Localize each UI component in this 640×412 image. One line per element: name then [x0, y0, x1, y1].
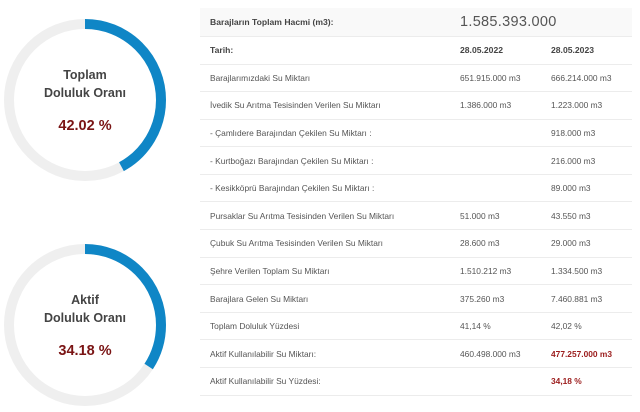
table-row: Barajlara Gelen Su Miktarı 375.260 m3 7.46… — [200, 284, 632, 313]
row-value-2023: 89.000 m3 — [541, 174, 632, 203]
row-label: Şehre Verilen Toplam Su Miktarı — [200, 257, 450, 286]
row-label: Pursaklar Su Arıtma Tesisinden Verilen S… — [200, 201, 450, 231]
gauge-title: Aktif Doluluk Oranı — [44, 291, 126, 327]
row-value-2022: 51.000 m3 — [450, 201, 541, 231]
table-row: Şehre Verilen Toplam Su Miktarı 1.510.212… — [200, 257, 632, 286]
table-row: Pursaklar Su Arıtma Tesisinden Verilen S… — [200, 201, 632, 231]
ring-arc — [4, 244, 166, 406]
row-label: Barajlarımızdaki Su Miktarı — [200, 64, 450, 93]
date-label: Tarih: — [200, 36, 450, 65]
row-value-2022: 41,14 % — [450, 312, 541, 341]
row-label: İvedik Su Arıtma Tesisinden Verilen Su M… — [200, 91, 450, 120]
row-label: Çubuk Su Arıtma Tesisinden Verilen Su Mi… — [200, 229, 450, 258]
row-value-2022 — [450, 119, 541, 148]
row-value-2023: 918.000 m3 — [541, 119, 632, 148]
table-row: - Kurtboğazı Barajından Çekilen Su Mikta… — [200, 146, 632, 175]
table-row: Toplam Doluluk Yüzdesi 41,14 % 42,02 % — [200, 312, 632, 341]
table-row: Aktif Kullanılabilir Su Miktarı: 460.498.… — [200, 339, 632, 369]
row-label: - Kesikköprü Barajından Çekilen Su Mikta… — [200, 174, 450, 203]
table-row: Aktif Kullanılabilir Su Yüzdesi: 34,18 % — [200, 367, 632, 396]
reservoir-table: Barajların Toplam Hacmi (m3): 1.585.393.… — [200, 8, 632, 396]
table-row: İvedik Su Arıtma Tesisinden Verilen Su M… — [200, 91, 632, 120]
row-value-2022: 28.600 m3 — [450, 229, 541, 258]
total-volume-label: Barajların Toplam Hacmi (m3): — [200, 8, 450, 37]
date-header-row: Tarih: 28.05.2022 28.05.2023 — [200, 36, 632, 65]
table-row: - Kesikköprü Barajından Çekilen Su Mikta… — [200, 174, 632, 203]
total-volume-value: 1.585.393.000 — [450, 8, 632, 37]
active-fill-gauge: Aktif Doluluk Oranı 34.18 % — [0, 240, 170, 410]
row-value-2023: 43.550 m3 — [541, 201, 632, 231]
row-value-2023: 29.000 m3 — [541, 229, 632, 258]
total-fill-ring — [4, 19, 166, 181]
row-value-2023: 42,02 % — [541, 312, 632, 341]
row-value-2022: 651.915.000 m3 — [450, 64, 541, 93]
row-value-2023: 666.214.000 m3 — [541, 64, 632, 93]
row-value-2022: 1.510.212 m3 — [450, 257, 541, 286]
gauge-value: 42.02 % — [58, 118, 112, 134]
row-value-2022 — [450, 146, 541, 175]
gauge-title-line1: Aktif — [71, 293, 99, 307]
row-value-2023: 7.460.881 m3 — [541, 284, 632, 313]
row-value-2023: 477.257.000 m3 — [541, 339, 632, 369]
row-label: - Kurtboğazı Barajından Çekilen Su Mikta… — [200, 146, 450, 175]
row-value-2022 — [450, 367, 541, 396]
row-label: Aktif Kullanılabilir Su Yüzdesi: — [200, 367, 450, 396]
row-label: Barajlara Gelen Su Miktarı — [200, 284, 450, 313]
total-volume-row: Barajların Toplam Hacmi (m3): 1.585.393.… — [200, 8, 632, 37]
table-row: Çubuk Su Arıtma Tesisinden Verilen Su Mi… — [200, 229, 632, 258]
table-row: - Çamlıdere Barajından Çekilen Su Miktar… — [200, 119, 632, 148]
row-value-2023: 1.223.000 m3 — [541, 91, 632, 120]
row-value-2022: 375.260 m3 — [450, 284, 541, 313]
ring-arc — [4, 19, 166, 181]
active-fill-ring — [4, 244, 166, 406]
row-label: - Çamlıdere Barajından Çekilen Su Miktar… — [200, 119, 450, 148]
total-fill-gauge: Toplam Doluluk Oranı 42.02 % — [0, 15, 170, 185]
row-value-2023: 34,18 % — [541, 367, 632, 396]
row-label: Aktif Kullanılabilir Su Miktarı: — [200, 339, 450, 369]
row-value-2023: 216.000 m3 — [541, 146, 632, 175]
gauge-title: Toplam Doluluk Oranı — [44, 66, 126, 102]
gauge-title-line2: Doluluk Oranı — [44, 311, 126, 325]
row-value-2022 — [450, 174, 541, 203]
table-row: Barajlarımızdaki Su Miktarı 651.915.000 m… — [200, 64, 632, 93]
row-label: Toplam Doluluk Yüzdesi — [200, 312, 450, 341]
gauge-title-line1: Toplam — [63, 68, 107, 82]
row-value-2022: 460.498.000 m3 — [450, 339, 541, 369]
gauge-value: 34.18 % — [58, 343, 112, 359]
date-column-2: 28.05.2023 — [541, 36, 632, 65]
row-value-2023: 1.334.500 m3 — [541, 257, 632, 286]
gauge-title-line2: Doluluk Oranı — [44, 86, 126, 100]
row-value-2022: 1.386.000 m3 — [450, 91, 541, 120]
date-column-1: 28.05.2022 — [450, 36, 541, 65]
